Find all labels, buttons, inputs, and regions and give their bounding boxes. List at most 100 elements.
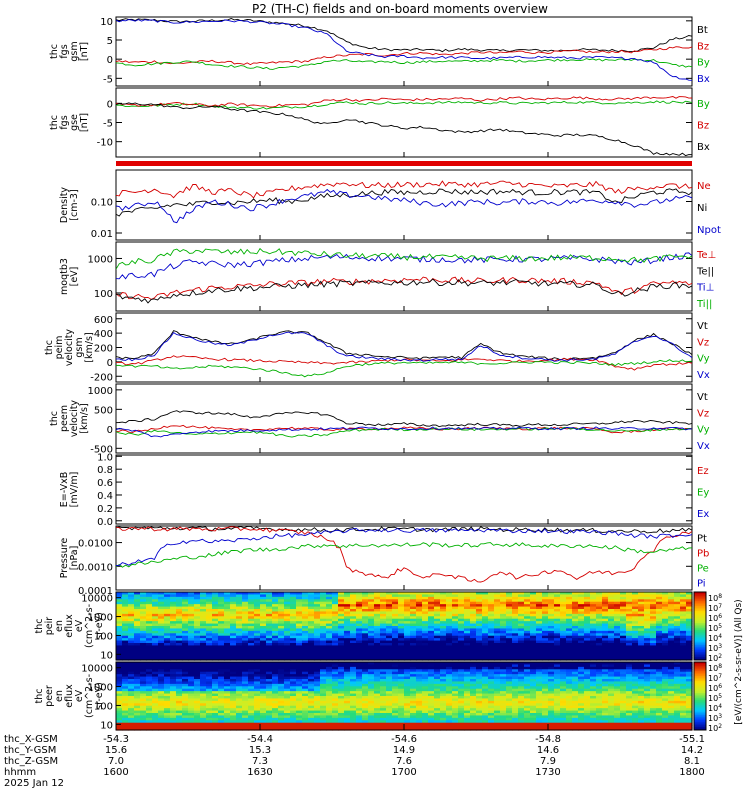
heatmap-cell bbox=[536, 650, 543, 654]
heatmap-cell bbox=[362, 710, 369, 714]
heatmap-cell bbox=[344, 664, 351, 668]
heatmap-cell bbox=[248, 601, 255, 605]
heatmap-cell bbox=[170, 688, 177, 692]
heatmap-cell bbox=[374, 606, 381, 610]
heatmap-cell bbox=[512, 645, 519, 649]
heatmap-cell bbox=[512, 676, 519, 680]
heatmap-cell bbox=[296, 674, 303, 678]
heatmap-cell bbox=[374, 671, 381, 675]
heatmap-cell bbox=[572, 626, 579, 630]
heatmap-cell bbox=[164, 664, 171, 668]
heatmap-cell bbox=[332, 655, 339, 659]
heatmap-cell bbox=[200, 725, 207, 729]
heatmap-cell bbox=[356, 643, 363, 647]
heatmap-cell bbox=[122, 696, 129, 700]
heatmap-cell bbox=[392, 655, 399, 659]
heatmap-cell bbox=[158, 645, 165, 649]
heatmap-cell bbox=[686, 613, 693, 617]
heatmap-cell bbox=[278, 679, 285, 683]
heatmap-cell bbox=[320, 708, 327, 712]
heatmap-cell bbox=[152, 713, 159, 717]
heatmap-cell bbox=[668, 635, 675, 639]
heatmap-cell bbox=[314, 720, 321, 724]
heatmap-cell bbox=[386, 671, 393, 675]
heatmap-cell bbox=[458, 664, 465, 668]
heatmap-cell bbox=[476, 727, 483, 731]
heatmap-cell bbox=[314, 715, 321, 719]
heatmap-cell bbox=[242, 643, 249, 647]
heatmap-cell bbox=[224, 604, 231, 608]
heatmap-cell bbox=[326, 633, 333, 637]
heatmap-cell bbox=[428, 703, 435, 707]
heatmap-cell bbox=[248, 645, 255, 649]
heatmap-cell bbox=[290, 655, 297, 659]
heatmap-cell bbox=[620, 621, 627, 625]
heatmap-cell bbox=[206, 686, 213, 690]
heatmap-cell bbox=[350, 671, 357, 675]
heatmap-cell bbox=[236, 613, 243, 617]
heatmap-cell bbox=[464, 686, 471, 690]
heatmap-cell bbox=[296, 618, 303, 622]
heatmap-cell bbox=[512, 616, 519, 620]
heatmap-cell bbox=[404, 720, 411, 724]
heatmap-cell bbox=[146, 611, 153, 615]
heatmap-cell bbox=[512, 691, 519, 695]
heatmap-cell bbox=[410, 647, 417, 651]
heatmap-cell bbox=[170, 679, 177, 683]
heatmap-cell bbox=[446, 645, 453, 649]
heatmap-cell bbox=[530, 725, 537, 729]
heatmap-cell bbox=[386, 693, 393, 697]
heatmap-cell bbox=[254, 710, 261, 714]
heatmap-cell bbox=[590, 616, 597, 620]
heatmap-cell bbox=[350, 713, 357, 717]
heatmap-cell bbox=[470, 643, 477, 647]
heatmap-cell bbox=[422, 601, 429, 605]
heatmap-cell bbox=[446, 592, 453, 596]
heatmap-cell bbox=[512, 592, 519, 596]
heatmap-cell bbox=[488, 696, 495, 700]
heatmap-cell bbox=[422, 700, 429, 704]
heatmap-cell bbox=[470, 722, 477, 726]
axis-frame bbox=[115, 383, 693, 454]
heatmap-cell bbox=[422, 638, 429, 642]
heatmap-cell bbox=[212, 652, 219, 656]
heatmap-cell bbox=[548, 655, 555, 659]
heatmap-cell bbox=[230, 698, 237, 702]
heatmap-cell bbox=[482, 647, 489, 651]
heatmap-cell bbox=[476, 693, 483, 697]
heatmap-cell bbox=[644, 606, 651, 610]
heatmap-cell bbox=[548, 599, 555, 603]
heatmap-cell bbox=[512, 696, 519, 700]
heatmap-cell bbox=[248, 720, 255, 724]
heatmap-cell bbox=[332, 720, 339, 724]
heatmap-cell bbox=[224, 594, 231, 598]
heatmap-cell bbox=[422, 671, 429, 675]
heatmap-cell bbox=[548, 635, 555, 639]
heatmap-cell bbox=[116, 676, 123, 680]
heatmap-cell bbox=[686, 618, 693, 622]
heatmap-cell bbox=[458, 626, 465, 630]
heatmap-cell bbox=[350, 725, 357, 729]
legend-label-Ne: Ne bbox=[697, 181, 711, 192]
heatmap-cell bbox=[158, 633, 165, 637]
heatmap-cell bbox=[350, 604, 357, 608]
heatmap-cell bbox=[296, 698, 303, 702]
heatmap-cell bbox=[488, 683, 495, 687]
heatmap-cell bbox=[122, 674, 129, 678]
heatmap-cell bbox=[350, 688, 357, 692]
heatmap-cell bbox=[344, 722, 351, 726]
heatmap-cell bbox=[146, 650, 153, 654]
heatmap-cell bbox=[362, 628, 369, 632]
heatmap-cell bbox=[596, 596, 603, 600]
heatmap-cell bbox=[122, 693, 129, 697]
heatmap-cell bbox=[146, 657, 153, 661]
heatmap-cell bbox=[536, 611, 543, 615]
heatmap-cell bbox=[254, 630, 261, 634]
heatmap-cell bbox=[218, 717, 225, 721]
heatmap-cell bbox=[560, 683, 567, 687]
heatmap-cell bbox=[350, 686, 357, 690]
heatmap-cell bbox=[260, 638, 267, 642]
heatmap-cell bbox=[560, 657, 567, 661]
heatmap-cell bbox=[314, 630, 321, 634]
heatmap-cell bbox=[530, 635, 537, 639]
